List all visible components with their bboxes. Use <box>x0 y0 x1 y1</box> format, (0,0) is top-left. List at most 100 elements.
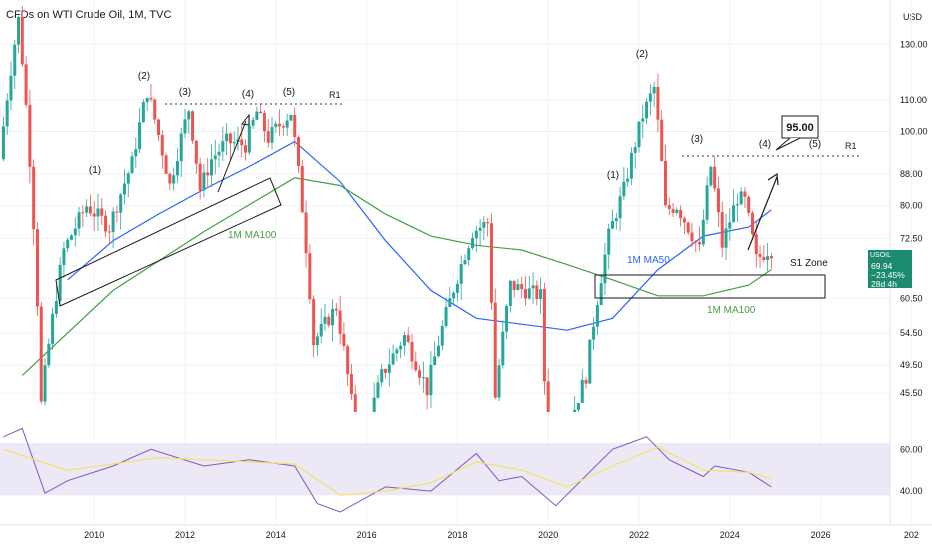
candle-body <box>104 215 108 232</box>
candle-body <box>758 253 762 257</box>
time-tick-label: 2022 <box>629 530 649 540</box>
candle-body <box>175 161 179 176</box>
candle-body <box>372 397 376 412</box>
candle-body <box>232 142 236 144</box>
candle-body <box>206 172 210 176</box>
candle-body <box>728 222 732 229</box>
left-channel-box[interactable] <box>55 177 282 307</box>
candle-body <box>51 313 55 344</box>
candle-body <box>535 285 539 299</box>
candle-body <box>527 288 531 299</box>
candle-body <box>293 114 297 138</box>
candle-body <box>213 155 217 160</box>
left-arrow <box>217 120 247 193</box>
candle-body <box>164 155 168 174</box>
candle-body <box>240 139 244 146</box>
candle-body <box>622 181 626 197</box>
candle-body <box>387 364 391 373</box>
candle-body <box>281 126 285 128</box>
wave-left-4: (4) <box>242 89 254 100</box>
rsi-tick-label: 40.00 <box>900 486 923 496</box>
candle-body <box>194 140 198 164</box>
price-tick-label: 80.00 <box>900 201 923 211</box>
candle-body <box>629 152 633 179</box>
candle-body <box>145 97 149 103</box>
candle-body <box>399 345 403 350</box>
candle-body <box>599 283 603 305</box>
candle-body <box>713 166 717 189</box>
candle-body <box>47 343 51 366</box>
candle-body <box>126 173 130 184</box>
candle-body <box>228 133 232 144</box>
candle-body <box>160 135 164 156</box>
candle-body <box>440 326 444 346</box>
candle-body <box>682 218 686 223</box>
candle-body <box>769 256 773 259</box>
candle-body <box>297 137 300 167</box>
candle-body <box>539 289 543 299</box>
rsi-panel <box>3 427 772 513</box>
wave-left-3: (3) <box>179 87 191 98</box>
candle-body <box>274 123 278 128</box>
r1-left-label: R1 <box>329 90 341 100</box>
candle-body <box>410 341 414 362</box>
rsi-line <box>3 427 772 513</box>
s1-zone-label: S1 Zone <box>790 258 828 269</box>
candle-body <box>648 93 652 102</box>
price-tag-row-symbol: USOIL <box>870 251 892 261</box>
time-tick-label: 2016 <box>357 530 377 540</box>
candle-body <box>251 119 255 126</box>
candle-body <box>501 331 505 366</box>
candle-body <box>603 254 607 284</box>
candle-body <box>520 283 524 290</box>
candle-body <box>138 122 142 150</box>
candle-body <box>270 127 274 143</box>
candle-body <box>62 248 66 265</box>
candle-body <box>573 409 577 412</box>
wave-labels-right: (1) (2) (3) (4) (5) <box>607 49 821 181</box>
candle-body <box>497 365 501 398</box>
candle-body <box>244 145 248 153</box>
candle-body <box>607 228 611 255</box>
candle-body <box>489 223 493 303</box>
candle-body <box>35 229 39 307</box>
price-tick-label: 45.50 <box>900 388 923 398</box>
price-tick-label: 100.00 <box>900 126 928 136</box>
candle-body <box>546 381 550 412</box>
candle-body <box>376 382 380 398</box>
wave-right-3: (3) <box>691 134 703 145</box>
candle-body <box>482 222 486 228</box>
candle-body <box>312 299 316 346</box>
candle-body <box>463 260 467 265</box>
candle-body <box>92 213 96 217</box>
candle-body <box>705 185 709 220</box>
candle-body <box>766 256 770 261</box>
candle-body <box>395 349 399 354</box>
candle-body <box>172 175 176 184</box>
target-callout[interactable]: 95.00 <box>775 115 819 151</box>
candle-body <box>724 228 728 248</box>
price-tag-row-price: 69.94 <box>871 261 893 271</box>
time-tick-label: 2018 <box>447 530 467 540</box>
candle-body <box>418 370 422 378</box>
candle-body <box>331 308 335 326</box>
candle-body <box>576 403 580 410</box>
candle-body <box>429 365 433 396</box>
candle-body <box>471 238 475 249</box>
candle-body <box>735 204 739 206</box>
candle-body <box>512 280 516 290</box>
candle-body <box>96 208 100 217</box>
currency-label[interactable]: USD <box>903 12 923 22</box>
candle-body <box>5 100 9 127</box>
candle-body <box>70 235 73 240</box>
candle-body <box>455 283 459 293</box>
candle-body <box>614 218 618 222</box>
candle-body <box>1 126 5 160</box>
candle-body <box>452 292 456 299</box>
candle-body <box>391 353 395 365</box>
candle-body <box>209 159 213 176</box>
candle-body <box>259 111 263 114</box>
candle-body <box>701 219 705 245</box>
